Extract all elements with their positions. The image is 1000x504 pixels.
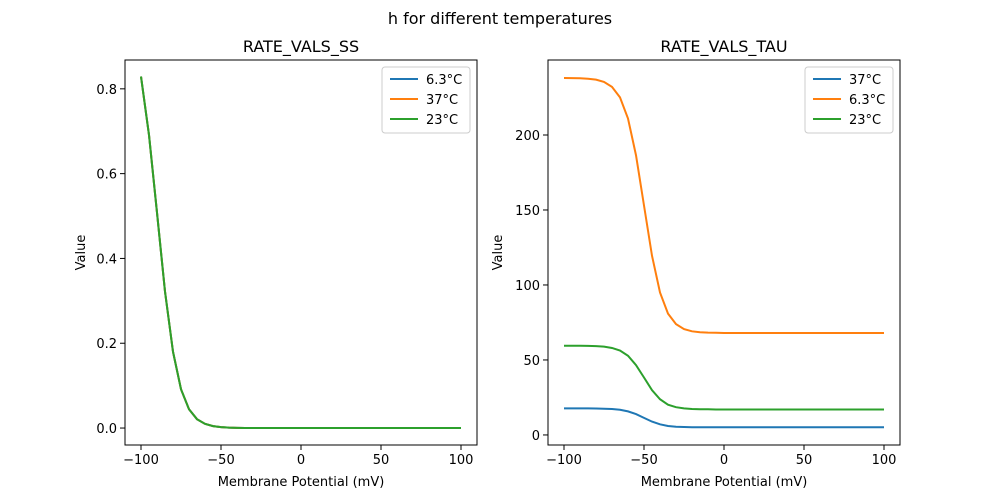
legend-label: 6.3°C bbox=[849, 93, 885, 108]
y-axis-label: Value bbox=[491, 235, 506, 271]
y-tick-label: 0.0 bbox=[96, 422, 117, 437]
legend: 6.3°C 37°C 23°C bbox=[381, 66, 471, 134]
x-axis-label: Membrane Potential (mV) bbox=[218, 475, 385, 490]
legend-label: 6.3°C bbox=[426, 73, 462, 88]
series-line-2 bbox=[564, 344, 884, 411]
x-tick-label: −100 bbox=[123, 453, 159, 468]
x-tick-label: −50 bbox=[630, 453, 657, 468]
x-tick-label: 50 bbox=[373, 453, 390, 468]
legend-label: 23°C bbox=[426, 113, 458, 128]
y-tick-label: 0.4 bbox=[96, 252, 117, 267]
x-axis-label: Membrane Potential (mV) bbox=[641, 475, 808, 490]
subplot-title: RATE_VALS_SS bbox=[243, 37, 359, 57]
y-tick-label: 0.6 bbox=[96, 168, 117, 183]
x-tick-label: −50 bbox=[207, 453, 234, 468]
x-tick-label: 100 bbox=[449, 453, 474, 468]
legend-box bbox=[381, 66, 471, 134]
x-tick-label: 0 bbox=[720, 453, 728, 468]
series-line-2 bbox=[140, 76, 461, 430]
x-tick-label: 100 bbox=[872, 453, 897, 468]
subplot-2: RATE_VALS_TAU −100 −50 0 50 100 0 50 100 150 200 Me… bbox=[491, 37, 901, 490]
figure-title: h for different temperatures bbox=[388, 9, 612, 28]
y-tick-label: 200 bbox=[515, 129, 540, 144]
series-line-1 bbox=[563, 77, 884, 334]
y-tick-label: 100 bbox=[515, 279, 540, 294]
legend-box bbox=[804, 66, 894, 134]
legend-label: 37°C bbox=[426, 93, 458, 108]
subplot-title: RATE_VALS_TAU bbox=[660, 37, 787, 57]
legend-label: 37°C bbox=[849, 73, 881, 88]
legend: 37°C 6.3°C 23°C bbox=[804, 66, 894, 134]
y-axis-label: Value bbox=[74, 235, 89, 271]
y-tick-label: 50 bbox=[523, 354, 540, 369]
y-tick-label: 0.8 bbox=[96, 83, 117, 98]
y-tick-label: 0.2 bbox=[96, 337, 117, 352]
subplot-1: RATE_VALS_SS −100 −50 0 50 100 0.0 0.2 0.4 0.6 0.8… bbox=[74, 37, 478, 490]
x-tick-label: −100 bbox=[546, 453, 582, 468]
x-tick-label: 0 bbox=[297, 453, 305, 468]
legend-label: 23°C bbox=[849, 113, 881, 128]
y-tick-label: 150 bbox=[515, 204, 540, 219]
x-tick-label: 50 bbox=[796, 453, 813, 468]
series-line-0 bbox=[564, 407, 884, 429]
y-tick-label: 0 bbox=[532, 429, 540, 444]
